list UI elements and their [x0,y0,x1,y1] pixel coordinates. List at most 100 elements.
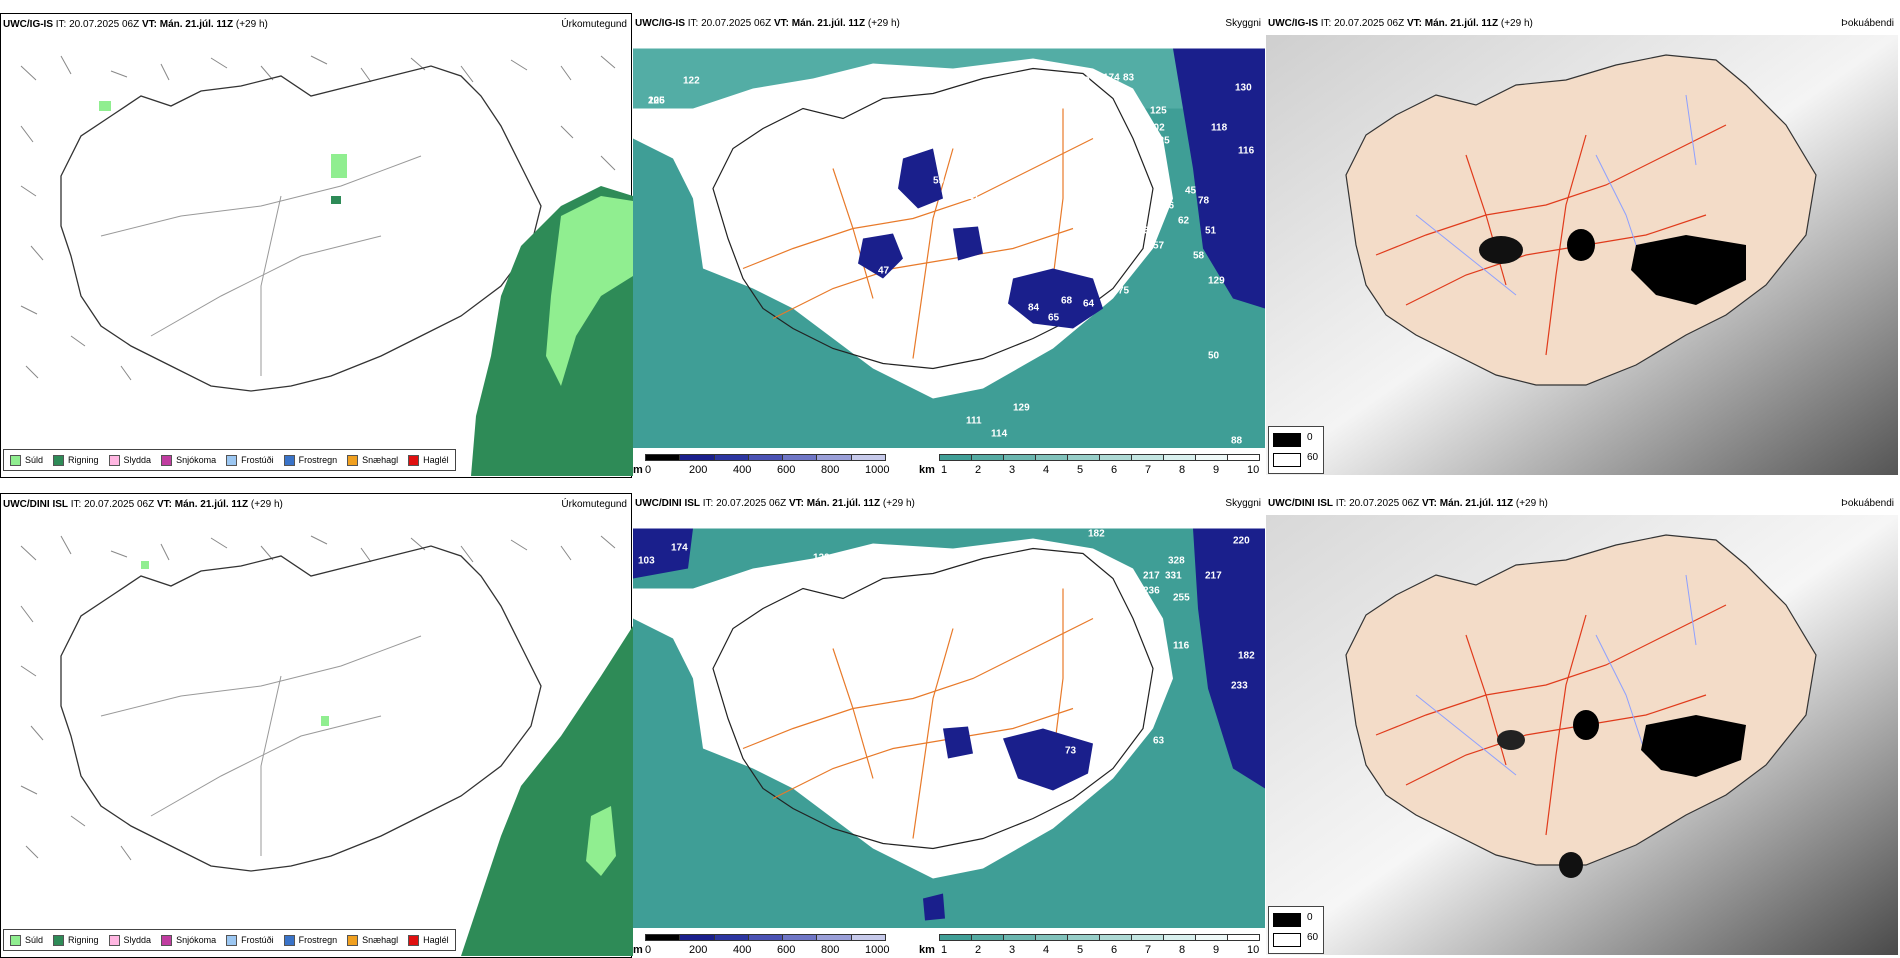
visibility-value: 65 [1048,313,1060,324]
legend-label: Slydda [123,455,152,465]
visibility-value: 76 [1163,201,1175,212]
panel-header: UWC/DINI ISL IT: 20.07.2025 06Z VT: Mán.… [1266,493,1898,515]
colorbar-tick-label: 0 [645,944,652,956]
visibility-value: 331 [1165,571,1182,582]
legend-item: Slydda [108,934,151,946]
legend-item: Súld [10,934,44,946]
legend-item: Snjókoma [161,454,216,466]
cloud-map [1266,515,1898,955]
colorbar-segment [1099,454,1132,461]
colorbar-segment [782,454,818,461]
legend-label: Snjókoma [176,935,217,945]
panel-header: UWC/DINI ISL IT: 20.07.2025 06Z VT: Mán.… [633,493,1265,515]
visibility-value: 58 [1193,251,1205,262]
visibility-value: 207 [1113,201,1130,212]
legend-swatch [226,934,238,946]
colorbar-segment [713,934,749,941]
colorbar-tick-label: 800 [821,464,840,476]
colorbar-tick-label: 6 [1111,944,1118,956]
panel-header: UWC/IG-IS IT: 20.07.2025 06Z VT: Mán. 21… [1266,13,1898,35]
colorbar-tick-label: 200 [689,464,708,476]
cloud-map-graphic [1266,515,1898,955]
visibility-value: 217 [1143,571,1160,582]
visibility-value: 114 [991,429,1008,440]
visibility-value: 236 [1143,586,1160,597]
precip-map [1,36,633,476]
visibility-value: 226 [648,96,665,107]
legend-swatch-low [1273,433,1301,447]
legend-label: Haglél [423,455,449,465]
legend-swatch-high [1273,933,1301,947]
visibility-value: 159 [1073,76,1090,87]
visibility-value: 118 [1211,123,1228,134]
legend-label: Frostregn [298,455,338,465]
visibility-value: 45 [1185,186,1197,197]
legend-swatch [408,934,420,946]
visibility-value: 76 [1078,731,1090,742]
colorbar-segment [939,454,972,461]
panel-title: UWC/IG-IS IT: 20.07.2025 06Z VT: Mán. 21… [3,14,268,36]
colorbar-segment [1003,454,1036,461]
model-name: UWC/DINI ISL [635,498,700,509]
legend-swatch [53,454,65,466]
iceland-outline [60,545,542,872]
visibility-value: 59 [933,176,945,187]
colorbar-segment [1099,934,1132,941]
rain-area [461,626,633,956]
colorbar-segment [1227,934,1260,941]
visibility-value: 62 [1178,216,1190,227]
visibility-value: 220 [1233,536,1250,547]
visibility-colorbar: m 0 200 400 600 800 1000 km 1 2 3 4 5 6 7 8 9 10 [633,932,1265,958]
legend-swatch [283,934,295,946]
colorbar-segment [850,934,886,941]
visibility-value: 83 [1123,73,1135,84]
visibility-value: 217 [1205,571,1222,582]
init-time: IT: 20.07.2025 06Z [1335,498,1420,509]
legend-label: Snæhagl [362,455,399,465]
colorbar-segment [1003,934,1036,941]
colorbar-tick-label: 7 [1145,464,1152,476]
colorbar-tick-label: 1000 [865,944,890,956]
visibility-value: 107 [1003,219,1020,230]
panel-variable-label: Úrkomutegund [561,499,627,510]
legend-item: Frostúði [226,934,274,946]
precip-map [1,516,633,956]
init-time: IT: 20.07.2025 06Z [1320,18,1405,29]
legend-item: Haglél [408,934,449,946]
colorbar-tick-label: 5 [1077,944,1084,956]
forecast-step: (+29 h) [250,499,283,510]
legend-item: Frostúði [226,454,274,466]
visibility-value-labels: 103 174 129 119 182 220 217 331 328 236 255 217 116 1… [638,529,1255,867]
colorbar-unit-m: m [633,464,643,476]
colorbar-segment [939,934,972,941]
legend-item: Frostregn [283,934,337,946]
visibility-colorbar: m 0 200 400 600 800 1000 km 1 2 3 4 5 6 7 8 9 10 [633,452,1265,478]
drizzle-spot [321,716,329,726]
visibility-value: 75 [1118,286,1130,297]
colorbar-tick-label: 400 [733,944,752,956]
colorbar-segment [679,454,715,461]
visibility-value: 119 [831,556,848,567]
legend-item: Frostregn [283,454,338,466]
cloud-panel-top: UWC/IG-IS IT: 20.07.2025 06Z VT: Mán. 21… [1266,13,1898,478]
legend-swatch [10,934,21,946]
visibility-value: 122 [683,76,700,87]
colorbar-segment [1163,454,1196,461]
panel-variable-label: Þokuábendi [1841,498,1894,509]
panel-variable-label: Þokuábendi [1841,18,1894,29]
colorbar-segment [971,934,1004,941]
colorbar-segment [645,454,681,461]
precip-legend: Súld Rigning Slydda Snjókoma Frostúði Frostre… [3,929,456,951]
visibility-value: 255 [1173,593,1190,604]
model-name: UWC/DINI ISL [1268,498,1333,509]
panel-title: UWC/DINI ISL IT: 20.07.2025 06Z VT: Mán.… [635,493,915,515]
colorbar-tick-label: 2 [975,944,982,956]
colorbar-segment [747,454,784,461]
legend-label: Súld [25,935,44,945]
colorbar-segment [782,934,818,941]
visibility-panel-bottom: UWC/DINI ISL IT: 20.07.2025 06Z VT: Mán.… [633,493,1265,958]
colorbar-segment [1163,934,1196,941]
colorbar-segment [1195,454,1228,461]
drizzle-area [546,196,633,386]
